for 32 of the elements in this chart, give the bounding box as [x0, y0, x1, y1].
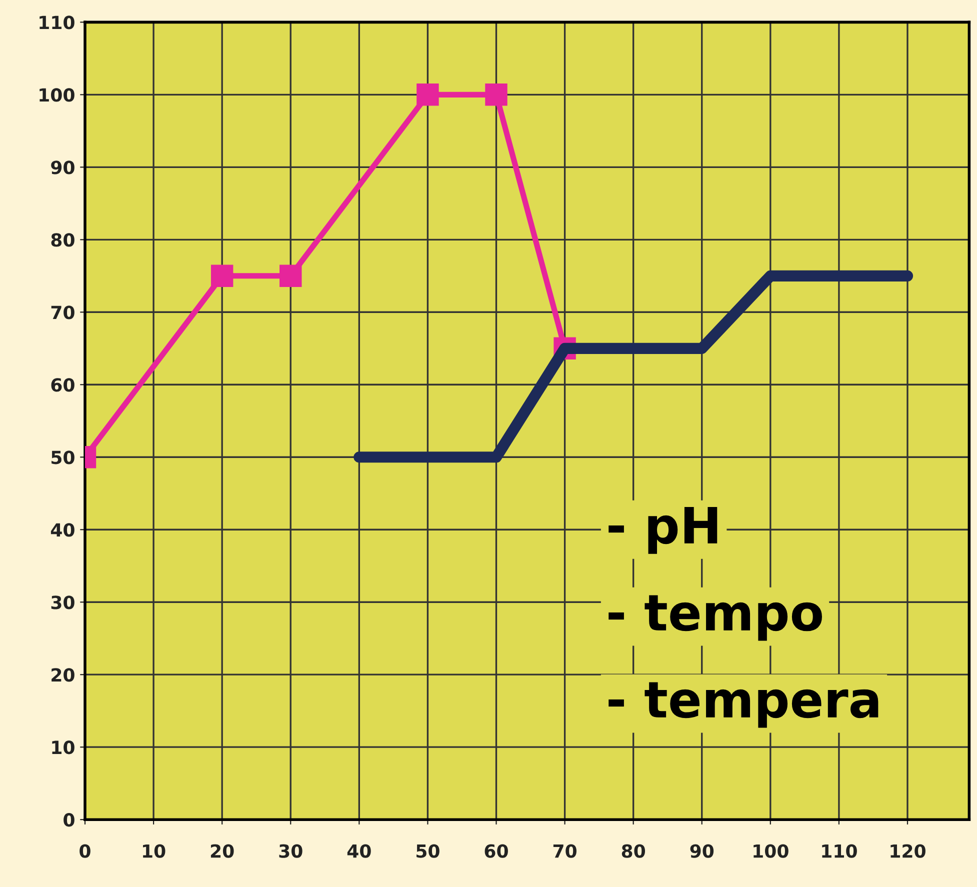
y-tick-label: 80 [51, 233, 74, 247]
x-tick-label: 70 [553, 844, 576, 858]
x-tick-label: 80 [622, 844, 646, 858]
y-tick-label: 20 [52, 668, 74, 682]
x-tick-label: 120 [890, 844, 926, 858]
x-tick-label: 100 [754, 844, 788, 858]
y-tick-label: 30 [51, 596, 74, 610]
y-tick-label: 40 [50, 523, 74, 537]
x-tick-label: 10 [143, 844, 166, 858]
y-tick-label: 50 [52, 450, 74, 464]
x-tick-label: 0 [80, 844, 90, 858]
x-tick-label: 50 [416, 844, 440, 858]
annotation: - pH [608, 506, 718, 554]
y-tick-label: 100 [40, 88, 74, 102]
y-tick-label: 60 [51, 378, 74, 392]
point [416, 84, 439, 106]
x-tick-label: 110 [822, 844, 857, 858]
x-tick-label: 40 [347, 844, 371, 858]
y-tick-label: 70 [51, 306, 74, 320]
x-tick-label: 90 [690, 844, 714, 858]
annotation: - tempo [608, 595, 822, 641]
y-tick-label: 0 [64, 813, 74, 827]
point [280, 264, 302, 288]
x-tick-label: 20 [210, 844, 234, 858]
x-tick-label: 60 [484, 844, 508, 858]
y-tick-label: 110 [40, 16, 74, 30]
point [210, 264, 234, 288]
y-tick-label: 90 [51, 160, 74, 174]
point [485, 84, 508, 106]
x-tick-label: 30 [279, 844, 302, 858]
annotation: - tempera [608, 682, 878, 728]
y-tick-label: 10 [52, 740, 74, 754]
